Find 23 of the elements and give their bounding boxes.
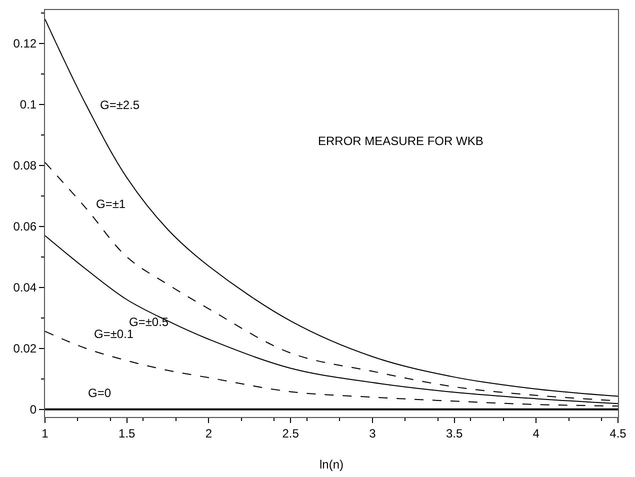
x-axis-title: ln(n) [319, 457, 344, 472]
line-series [45, 18, 618, 397]
y-tick-label: 0.12 [13, 36, 37, 51]
y-tick-label: 0.1 [20, 98, 37, 112]
x-tick-label: 4.5 [610, 426, 627, 440]
x-tick-label: 1 [42, 426, 49, 440]
series-label: G=±0.1 [94, 327, 134, 341]
y-tick-label: 0.02 [13, 342, 37, 356]
y-tick-label: 0.06 [13, 220, 37, 234]
series-label: G=±1 [96, 197, 126, 211]
annotation: ERROR MEASURE FOR WKB [318, 134, 484, 148]
series-label: G=±0.5 [129, 315, 169, 329]
y-tick-label: 0.08 [13, 158, 37, 173]
y-tick-label: 0 [30, 402, 37, 417]
x-tick-label: 2.5 [282, 426, 300, 440]
y-tick-label: 0.04 [13, 280, 37, 295]
x-tick-label: 1.5 [118, 426, 136, 440]
series-label: G=±2.5 [100, 98, 140, 112]
x-tick-label: 3 [369, 426, 376, 440]
x-tick-label: 2 [205, 426, 212, 440]
x-tick-label: 3.5 [446, 426, 463, 440]
series-label: G=0 [88, 386, 112, 400]
x-tick-label: 4 [532, 426, 540, 440]
